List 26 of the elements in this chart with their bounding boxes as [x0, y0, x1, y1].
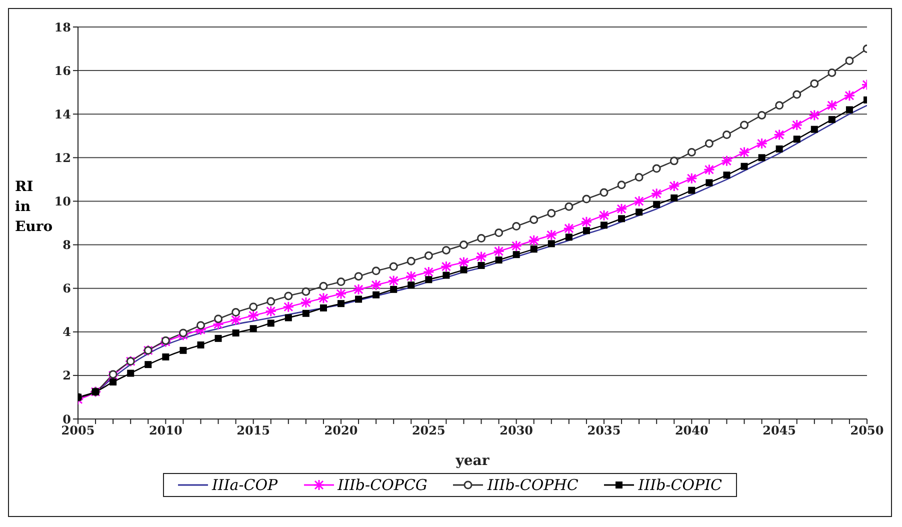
- x-tick-label: 2035: [587, 424, 621, 438]
- y-tick-label: 6: [62, 282, 71, 296]
- y-axis-title: RI in Euro: [15, 178, 53, 237]
- x-tick-label: 2020: [324, 424, 358, 438]
- legend-label: IIIb-COPIC: [638, 476, 722, 494]
- y-tick-label: 16: [54, 64, 71, 78]
- y-tick-label: 4: [62, 325, 71, 340]
- legend-label: IIIb-COPCG: [338, 476, 428, 494]
- y-tick-label: 14: [54, 107, 71, 122]
- x-axis-title: year: [454, 453, 490, 469]
- legend-label: IIIb-COPHC: [487, 476, 578, 494]
- y-tick-label: 2: [62, 368, 71, 383]
- y-tick-label: 8: [62, 238, 71, 252]
- x-tick-label: 2025: [412, 424, 446, 438]
- x-tick-label: 2005: [61, 424, 95, 438]
- x-tick-label: 2040: [674, 424, 708, 438]
- y-tick-label: 0: [62, 412, 71, 426]
- x-tick-label: 2045: [762, 424, 796, 438]
- x-tick-label: 2050: [850, 424, 884, 438]
- x-tick-label: 2010: [148, 424, 182, 438]
- x-tick-label: 2030: [500, 424, 534, 438]
- y-tick-label: 12: [54, 150, 71, 165]
- x-tick-label: 2015: [236, 424, 270, 438]
- legend-label: IIIa-COP: [212, 476, 278, 494]
- y-tick-label: 18: [54, 20, 71, 34]
- y-tick-label: 10: [54, 194, 71, 208]
